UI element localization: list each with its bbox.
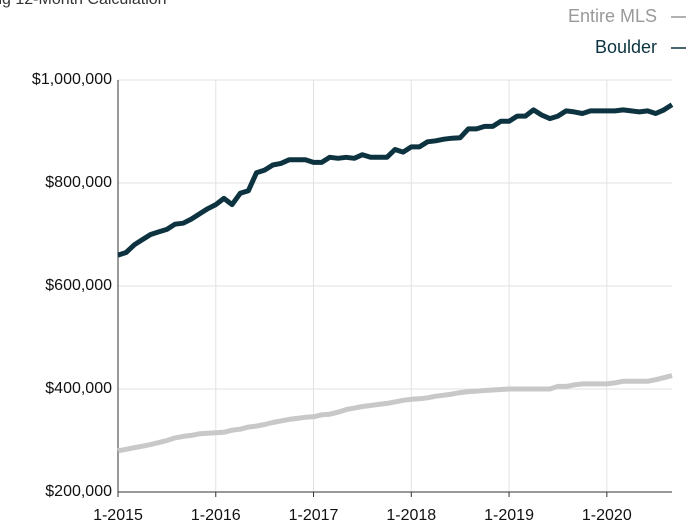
legend-label: Boulder	[595, 37, 657, 57]
x-tick-label: 1-2019	[484, 507, 534, 524]
chart-subtitle: Rolling 12-Month Calculation	[0, 0, 167, 8]
x-tick-label: 1-2020	[582, 507, 632, 524]
x-tick-label: 1-2016	[191, 507, 241, 524]
x-tick-label: 1-2017	[289, 507, 339, 524]
y-tick-label: $1,000,000	[32, 71, 112, 88]
y-tick-label: $400,000	[45, 380, 112, 397]
x-tick-label: 1-2018	[386, 507, 436, 524]
x-tick-label: 1-2015	[93, 507, 143, 524]
y-tick-label: $600,000	[45, 277, 112, 294]
y-tick-label: $800,000	[45, 174, 112, 191]
series-line	[117, 373, 673, 454]
y-tick-label: $200,000	[45, 483, 112, 500]
legend-label: Entire MLS	[568, 6, 657, 26]
series-line	[117, 102, 674, 258]
